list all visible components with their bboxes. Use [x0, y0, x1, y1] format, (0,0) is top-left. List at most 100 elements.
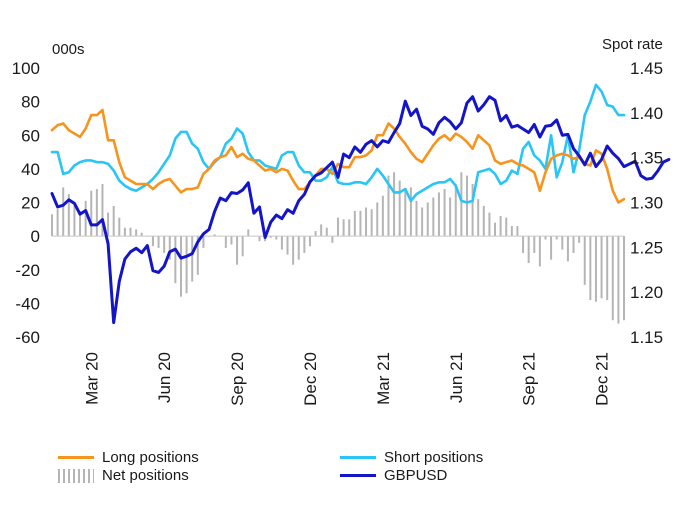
net-position-bar	[62, 187, 65, 237]
net-position-bar	[95, 189, 98, 237]
net-position-bar	[129, 227, 132, 237]
x-tick-label: Sep 21	[520, 352, 539, 406]
net-position-bar	[606, 236, 609, 301]
x-tick-label: Dec 20	[301, 352, 320, 406]
legend-label-long: Long positions	[102, 449, 199, 466]
left-axis: 100 80 60 40 20 0 -20 -40 -60	[12, 59, 40, 347]
chart-canvas: 000s Spot rate 100 80 60 40 20 0 -20 -40 -60 1.4…	[12, 36, 671, 406]
left-tick-label: 20	[21, 194, 40, 213]
net-position-bar	[73, 205, 76, 237]
right-axis: 1.45 1.40 1.35 1.30 1.25 1.20 1.15	[630, 59, 663, 347]
net-position-bar	[325, 227, 328, 237]
net-position-bar	[297, 236, 300, 260]
x-axis: Mar 20 Jun 20 Sep 20 Dec 20 Mar 21 Jun 21 Sep …	[82, 352, 611, 406]
net-position-bar	[477, 199, 480, 237]
net-position-bar	[112, 205, 115, 237]
net-position-bar	[376, 202, 379, 237]
net-position-bar	[365, 207, 368, 237]
net-position-bar	[499, 215, 502, 237]
net-position-bar	[308, 236, 311, 247]
right-tick-label: 1.45	[630, 59, 663, 78]
left-tick-label: 80	[21, 93, 40, 112]
net-position-bar	[163, 236, 166, 253]
net-position-bar	[348, 219, 351, 237]
net-position-bar	[465, 175, 468, 237]
net-position-bar	[107, 212, 110, 237]
net-position-bar	[611, 236, 614, 321]
net-position-bar	[555, 236, 558, 240]
net-position-bar	[398, 180, 401, 237]
net-position-bar	[213, 234, 216, 237]
x-tick-label: Mar 21	[374, 352, 393, 405]
net-position-bar	[196, 236, 199, 275]
net-position-bar	[118, 217, 121, 237]
net-position-bar	[449, 197, 452, 237]
net-position-bar	[56, 209, 59, 237]
net-position-bar	[516, 226, 519, 237]
x-tick-label: Jun 21	[447, 352, 466, 403]
net-position-bar	[84, 200, 87, 237]
left-tick-label: -60	[15, 328, 40, 347]
net-position-bar	[381, 195, 384, 237]
series-lines	[50, 83, 671, 325]
short-positions-swatch	[340, 456, 376, 459]
net-position-bar	[286, 236, 289, 255]
net-position-bar	[179, 236, 182, 297]
net-position-bar	[617, 236, 620, 324]
net-position-bar	[510, 226, 513, 237]
net-position-bar	[415, 200, 418, 237]
x-tick-label: Mar 20	[82, 352, 101, 405]
net-position-bar	[320, 224, 323, 237]
net-position-bar	[589, 236, 592, 301]
net-position-bar	[337, 217, 339, 237]
left-tick-label: 0	[31, 227, 40, 246]
left-tick-label: 100	[12, 59, 40, 78]
net-position-bar	[258, 236, 261, 242]
net-position-bar	[460, 172, 463, 237]
net-position-bar	[123, 227, 126, 237]
net-position-bar	[538, 236, 541, 267]
long-positions-line	[50, 108, 626, 204]
net-position-bar	[550, 236, 553, 260]
net-position-bar	[247, 229, 250, 237]
net-position-bar	[269, 236, 272, 238]
net-position-bar	[90, 190, 93, 237]
right-tick-label: 1.30	[630, 194, 663, 213]
net-position-bar	[241, 236, 244, 257]
legend-item-short: Short positions	[340, 449, 483, 466]
legend-label-short: Short positions	[384, 449, 484, 466]
net-position-bar	[51, 214, 53, 237]
net-position-bar	[566, 236, 569, 262]
net-position-bar	[292, 236, 295, 265]
net-position-bar	[157, 236, 160, 248]
net-position-bar	[583, 236, 586, 285]
net-position-bar	[236, 236, 239, 265]
legend-item-net: Net positions	[58, 467, 189, 484]
net-position-bar	[623, 236, 625, 321]
x-tick-label: Jun 20	[155, 352, 174, 403]
net-position-bar	[191, 236, 194, 282]
net-position-bar	[280, 236, 283, 250]
left-axis-unit: 000s	[52, 41, 85, 58]
gbpusd-line	[50, 95, 671, 325]
net-position-bar	[79, 210, 82, 237]
net-position-bar	[140, 232, 143, 237]
net-position-bar	[522, 236, 525, 253]
net-positions-bars	[51, 172, 625, 324]
right-tick-label: 1.20	[630, 283, 663, 302]
net-position-bar	[174, 236, 177, 284]
gbpusd-swatch	[340, 474, 376, 477]
net-position-bar	[404, 190, 407, 237]
net-positions-swatch	[58, 468, 94, 483]
net-position-bar	[494, 222, 497, 237]
left-tick-label: 40	[21, 160, 40, 179]
net-position-bar	[230, 236, 233, 245]
left-tick-label: -20	[15, 261, 40, 280]
long-positions-swatch	[58, 456, 94, 459]
right-axis-unit: Spot rate	[602, 36, 663, 53]
net-position-bar	[135, 229, 138, 237]
net-position-bar	[443, 189, 446, 237]
x-tick-label: Dec 21	[593, 352, 612, 406]
right-tick-label: 1.15	[630, 328, 663, 347]
x-tick-label: Sep 20	[228, 352, 247, 406]
